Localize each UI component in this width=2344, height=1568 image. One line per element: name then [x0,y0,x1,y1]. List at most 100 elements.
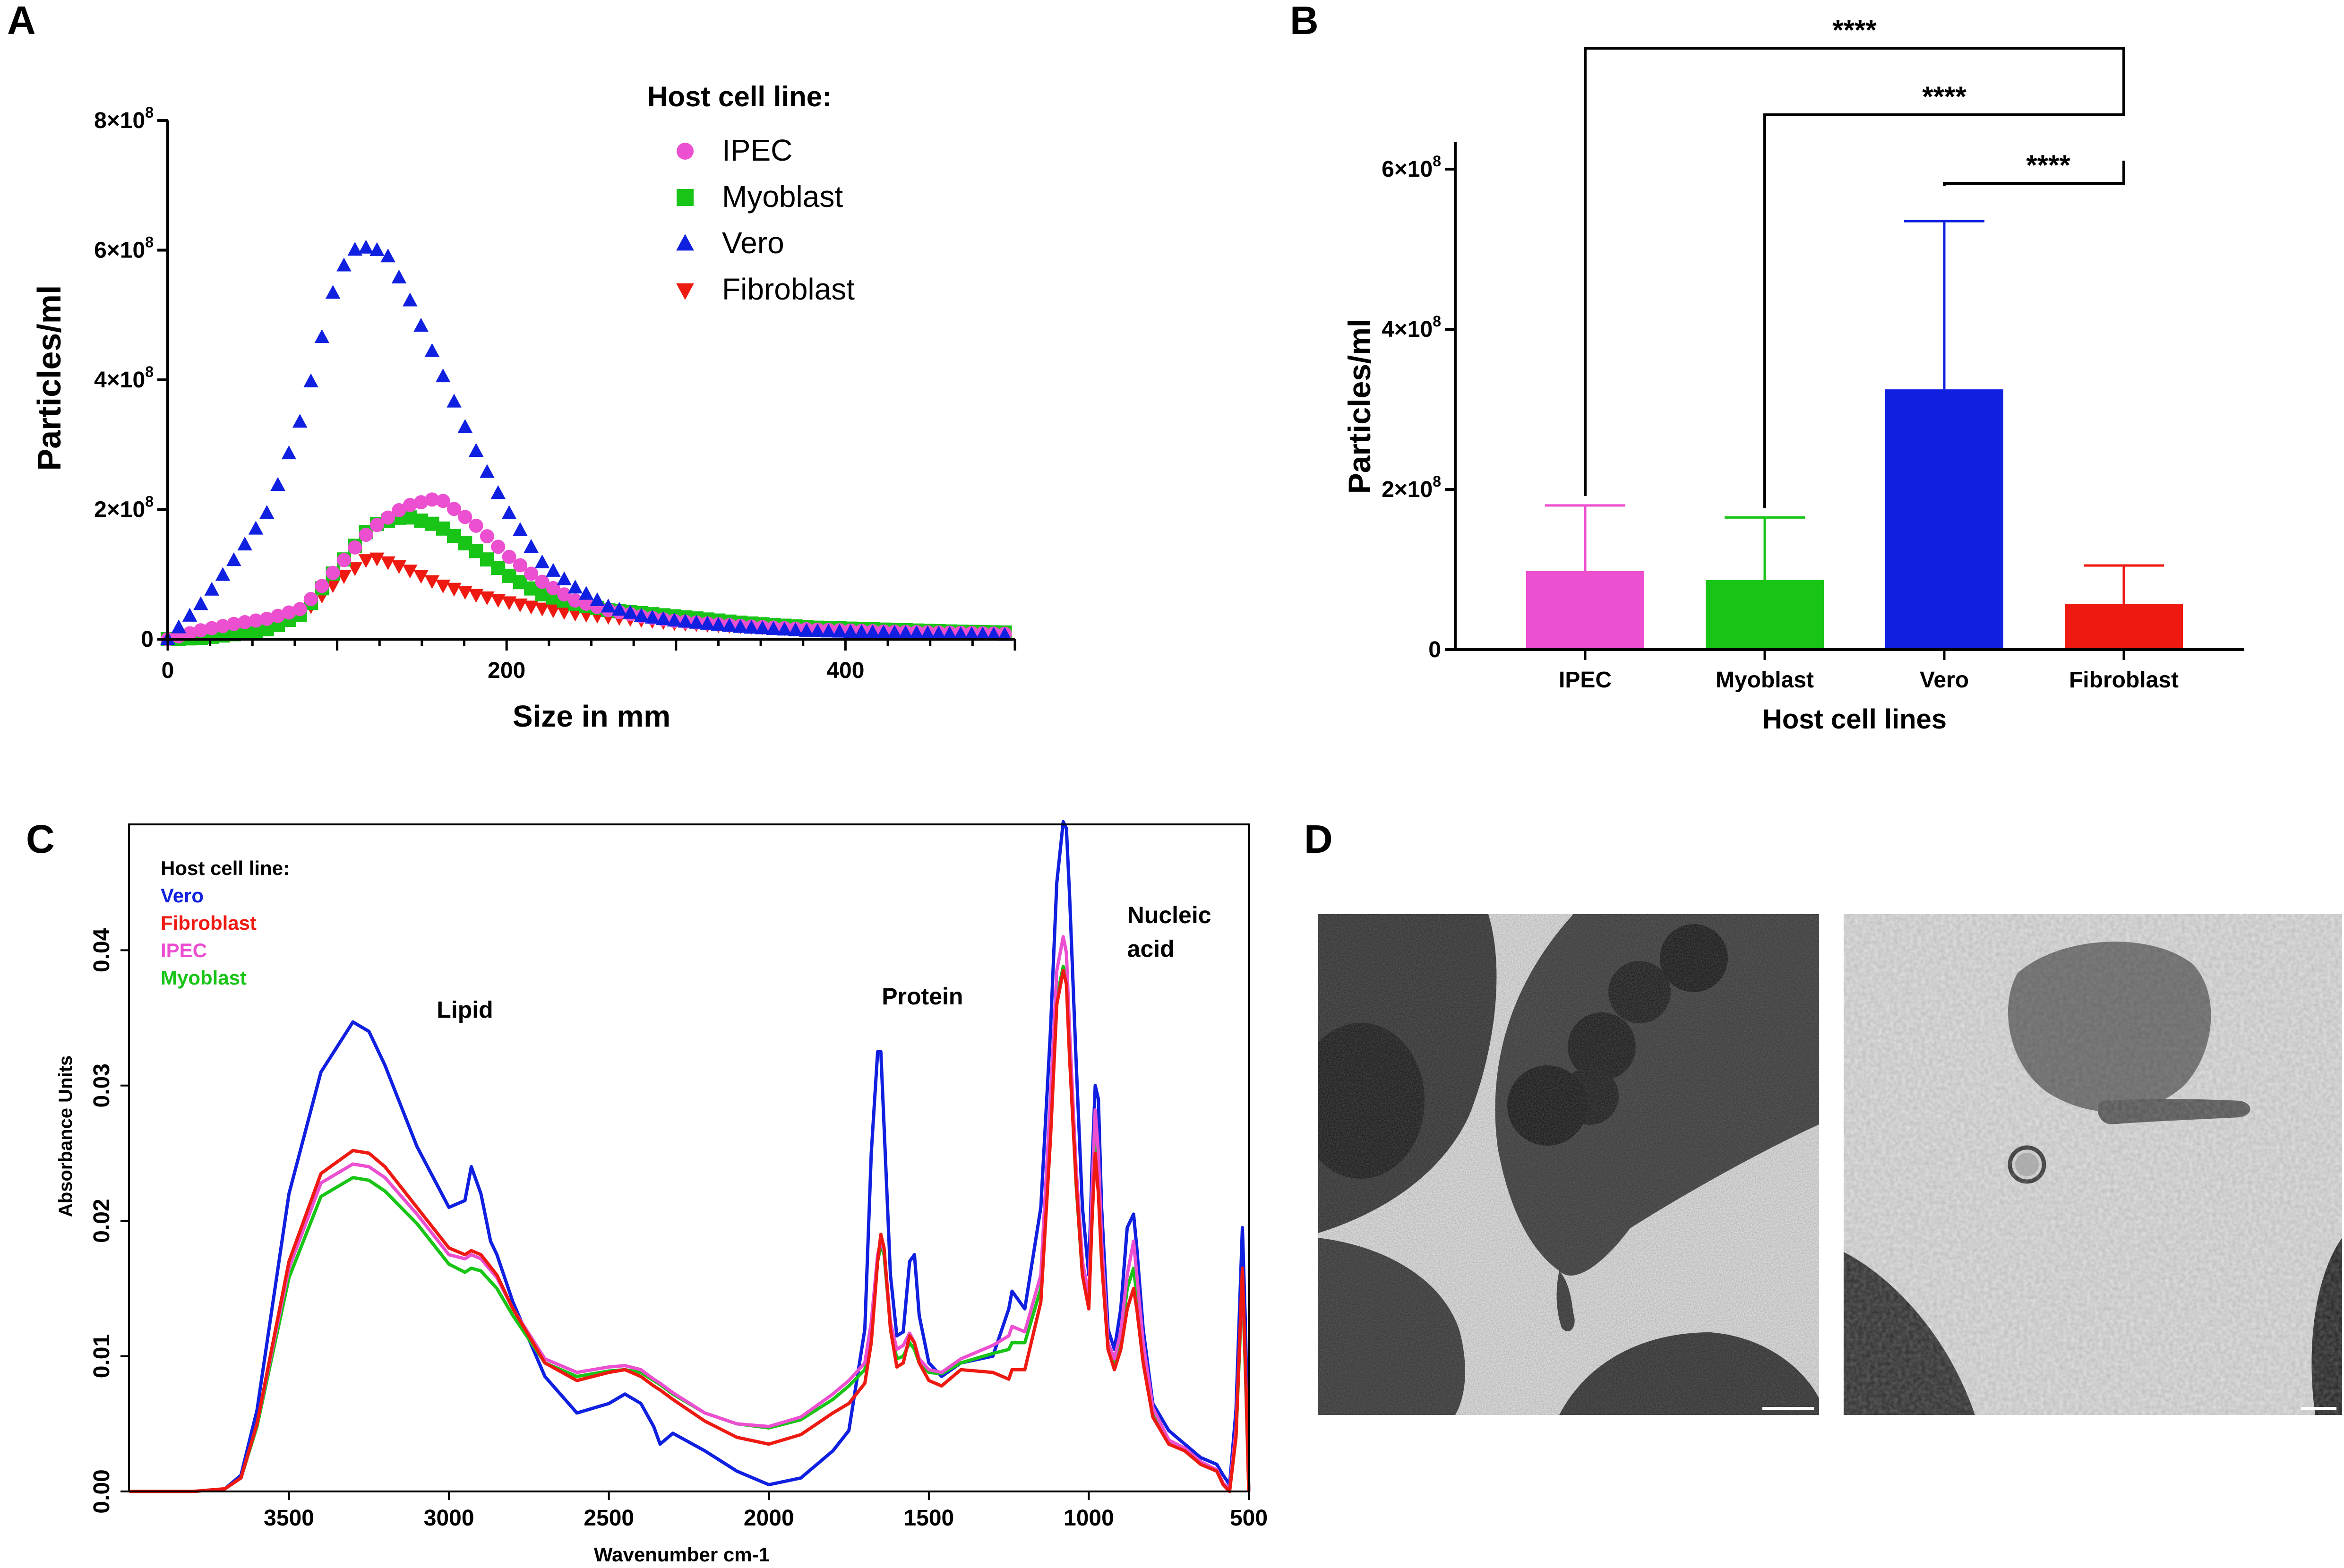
panel-a-point-vero [413,317,429,332]
panel-a-point-fibroblast [446,583,462,597]
panel-a-point-vero [303,373,318,387]
panel-a-point-vero [623,605,638,619]
panel-a-point-vero [391,269,407,283]
panel-c-annotation-protein: Protein [882,983,963,1010]
panel-a-point-fibroblast [546,604,561,618]
panel-a-point-vero [182,608,197,622]
panel-a-point-vero [854,624,869,638]
panel-a-point-vero [358,240,374,254]
panel-c-line-myoblast [129,965,1251,1493]
panel-a-point-vero [524,539,539,553]
panel-c-y-tick-label: 0.02 [89,1199,114,1242]
panel-a-point-vero [193,596,208,610]
panel-a-point-ipec [513,558,527,573]
panel-a-point-vero [336,257,352,272]
panel-a-point-ipec [348,540,362,555]
panel-a-legend-marker-myoblast [677,189,694,206]
panel-a-point-vero [226,552,241,566]
panel-a-y-tick-label: 8×108 [94,104,154,133]
panel-a-y-tick-label-mantissa: 6×10 [94,238,145,263]
panel-a-legend-label-myoblast: Myoblast [722,180,843,214]
panel-c-y-tick-label: 0.03 [89,1063,114,1107]
panel-a-point-vero [501,505,517,519]
panel-a-y-tick-label-exponent: 8 [145,363,154,380]
panel-c-annotation-acid: acid [1127,936,1175,962]
panel-a-point-ipec [502,549,516,564]
panel-a-point-vero [237,536,252,551]
panel-b-significance-label: **** [1922,81,1966,112]
panel-c-letter: C [26,817,55,861]
panel-b-bar-vero [1885,389,2003,650]
panel-a-point-vero [755,620,770,634]
panel-a-point-ipec [315,579,329,593]
panel-a-point-vero [832,624,847,638]
panel-c-ylabel: Absorbance Units [55,1055,76,1217]
panel-b-significance-label: **** [1832,14,1877,46]
panel-a-point-ipec [414,495,429,510]
panel-a-point-vero [667,612,682,627]
panel-a-point-vero [821,623,836,638]
panel-b-significance-bracket [1584,47,2125,496]
panel-a-point-ipec [205,621,219,635]
panel-a-legend-marker-fibroblast [676,283,694,300]
panel-a-y-tick-label: 0 [141,627,154,652]
panel-a-point-ipec [579,596,593,611]
panel-a-point-ipec [524,566,539,581]
panel-a-point-fibroblast [347,562,363,576]
panel-a-point-vero [513,522,528,536]
panel-c-plot-frame [128,823,1250,1492]
panel-a-y-tick-label-mantissa: 8×10 [94,108,145,133]
panel-a-point-vero [777,621,792,636]
panel-a-point-vero [810,623,825,637]
panel-b-y-tick-label-exponent: 8 [1433,313,1441,330]
panel-a-point-fibroblast [424,575,440,589]
panel-a-point-fibroblast [480,591,495,606]
panel-a-point-vero [578,586,594,600]
tem-micrograph-left [1318,914,1819,1415]
panel-a-y-tick-label-exponent: 8 [145,234,154,251]
panel-a-point-ipec [392,503,406,518]
panel-a-point-vero [468,443,484,457]
panel-b-y-tick-label-mantissa: 0 [1428,637,1441,662]
panel-a-legend-marker-ipec [677,143,694,160]
panel-a-point-vero [711,617,726,631]
panel-a-point-ipec [491,540,506,554]
panel-c-x-tick-label: 2000 [744,1506,794,1531]
panel-a-point-ipec [336,553,351,567]
panel-c-annotation-lipid: Lipid [437,997,493,1023]
panel-a-point-vero [590,592,605,606]
panel-c-xlabel: Wavenumber cm-1 [594,1543,770,1566]
panel-a-point-vero [887,625,902,639]
panel-a-point-vero [766,621,781,635]
panel-b-ylabel: Particles/ml [1342,319,1377,494]
panel-a-point-fibroblast [557,606,572,620]
panel-a-point-vero [480,464,495,478]
panel-c-annotation-nucleic: Nucleic [1127,902,1211,928]
panel-a-x-tick-label: 0 [162,658,174,683]
panel-a-point-vero [248,521,264,535]
panel-a-point-vero [204,582,219,596]
panel-a-point-vero [689,615,704,629]
panel-a-point-vero [953,626,968,640]
panel-a-point-vero [557,571,572,585]
panel-a-y-tick-label-mantissa: 0 [141,627,154,652]
panel-a-legend-marker-vero [676,234,694,251]
panel-a-point-fibroblast [534,602,550,617]
panel-a-point-fibroblast [358,554,374,568]
panel-a-point-vero [424,343,440,357]
panel-a-point-ipec [568,593,583,608]
panel-a-point-ipec [249,613,263,628]
panel-a-point-vero [380,248,395,263]
panel-a-point-ipec [403,497,417,512]
panel-c-x-tick-label: 1000 [1064,1506,1114,1531]
panel-a-point-ipec [282,605,296,620]
panel-a-point-vero [733,619,748,633]
panel-c-legend-label-fibroblast: Fibroblast [161,912,257,934]
panel-a-point-ipec [271,608,285,623]
panel-b-bar-myoblast [1706,580,1824,650]
panel-a-point-vero [259,505,275,519]
panel-a-legend-title: Host cell line: [647,81,832,112]
panel-a-y-tick-label-exponent: 8 [145,104,154,121]
panel-c-line-ipec [129,935,1251,1493]
